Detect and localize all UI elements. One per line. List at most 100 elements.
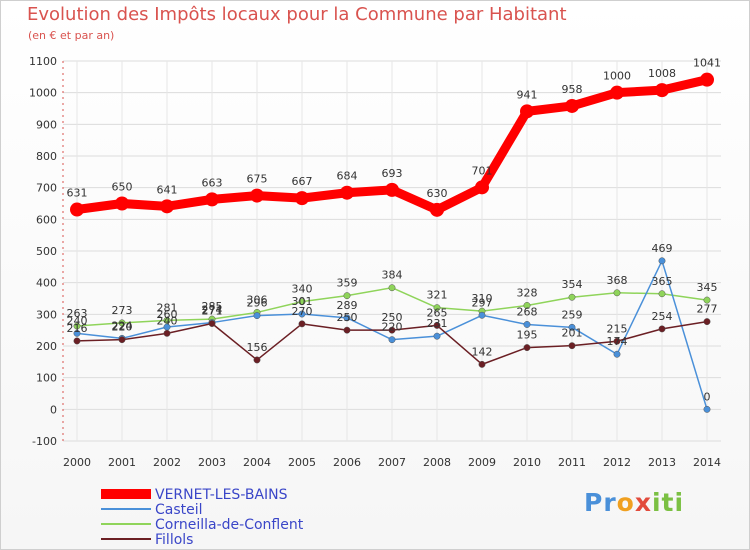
data-point (118, 336, 126, 344)
data-point (475, 180, 489, 195)
x-tick-label: 2001 (108, 456, 136, 469)
data-label: 354 (562, 278, 583, 291)
data-label: 1041 (693, 57, 721, 70)
data-point (703, 296, 711, 304)
data-point (343, 326, 351, 334)
x-tick-label: 2009 (468, 456, 496, 469)
data-point (613, 350, 621, 358)
data-point (250, 188, 264, 203)
data-label: 321 (427, 289, 448, 302)
data-label: 195 (517, 329, 538, 342)
series-lines (70, 72, 714, 413)
x-tick-label: 2007 (378, 456, 406, 469)
data-point (298, 310, 306, 318)
data-label: 240 (67, 314, 88, 327)
data-label: 271 (202, 305, 223, 318)
x-tick-label: 2006 (333, 456, 361, 469)
data-point (703, 318, 711, 326)
data-point (208, 320, 216, 327)
data-point (73, 322, 81, 330)
x-tick-label: 2012 (603, 456, 631, 469)
data-point (523, 321, 531, 328)
proxiti-logo: Proxiti (584, 488, 685, 517)
legend-label: Fillols (155, 532, 193, 548)
data-label: 156 (247, 341, 268, 354)
data-label: 201 (562, 327, 583, 340)
data-label: 306 (247, 293, 268, 306)
data-label: 281 (157, 301, 178, 314)
data-label: 260 (157, 308, 178, 321)
data-point (523, 344, 531, 352)
chart-title: Evolution des Impôts locaux pour la Comm… (27, 4, 567, 25)
x-tick-label: 2014 (693, 456, 721, 469)
data-label: 174 (607, 335, 628, 348)
data-labels: 631 650 641 663 675 667 684 693 630 701 941 958 1000… (67, 57, 722, 404)
data-label: 220 (382, 321, 403, 334)
data-label: 310 (472, 292, 493, 305)
x-tick-label: 2003 (198, 456, 226, 469)
data-label: 250 (337, 311, 358, 324)
data-label: 254 (652, 310, 673, 323)
data-label: 215 (607, 322, 628, 335)
data-point (523, 302, 531, 309)
data-point (613, 289, 621, 297)
data-point (115, 196, 129, 211)
data-point (703, 405, 711, 413)
y-tick-label: 700 (36, 182, 57, 195)
data-label: 277 (697, 303, 718, 316)
data-label: 384 (382, 269, 403, 282)
data-label: 701 (472, 164, 493, 177)
y-tick-label: 800 (36, 150, 57, 163)
data-label: 693 (382, 167, 403, 180)
data-point (658, 325, 666, 333)
data-label: 289 (337, 299, 358, 312)
data-label: 941 (517, 88, 538, 101)
data-label: 663 (202, 176, 223, 189)
axes: -100 0 100 200 300 400 500 600 700 800 900 1000 1100… (29, 55, 721, 469)
data-point (388, 284, 396, 292)
data-point (613, 337, 621, 345)
data-point (433, 304, 441, 312)
x-tick-label: 2005 (288, 456, 316, 469)
data-point (298, 320, 306, 328)
data-point (478, 311, 486, 319)
data-point (433, 332, 441, 340)
x-tick-label: 2004 (243, 456, 271, 469)
legend: VERNET-LES-BAINSCasteilCorneilla-de-Conf… (101, 487, 304, 548)
gridlines (63, 60, 721, 442)
data-label: 684 (337, 170, 358, 183)
data-point (388, 336, 396, 344)
y-tick-label: 0 (50, 403, 57, 416)
data-label: 368 (607, 274, 628, 287)
data-label: 958 (562, 83, 583, 96)
data-label: 224 (112, 319, 133, 332)
data-label: 1008 (648, 67, 676, 80)
data-point (700, 72, 714, 87)
data-label: 345 (697, 281, 718, 294)
x-tick-label: 2011 (558, 456, 586, 469)
y-tick-label: 500 (36, 245, 57, 258)
data-point (478, 360, 486, 368)
data-point (433, 321, 441, 329)
data-label: 650 (112, 181, 133, 194)
y-tick-label: 200 (36, 340, 57, 353)
y-tick-label: 1000 (29, 87, 57, 100)
data-point (568, 342, 576, 350)
data-point (73, 329, 81, 337)
y-tick-label: 300 (36, 308, 57, 321)
data-label: 142 (472, 345, 493, 358)
data-label: 265 (427, 306, 448, 319)
data-point (568, 293, 576, 301)
data-point (568, 323, 576, 331)
data-label: 285 (202, 300, 223, 313)
legend-label: VERNET-LES-BAINS (155, 487, 288, 503)
y-tick-label: 1100 (29, 55, 57, 68)
data-point (160, 199, 174, 214)
y-tick-label: 400 (36, 277, 57, 290)
x-tick-label: 2000 (63, 456, 91, 469)
legend-label: Corneilla-de-Conflent (155, 517, 304, 533)
x-tick-label: 2008 (423, 456, 451, 469)
data-label: 631 (67, 187, 88, 200)
data-point (430, 202, 444, 217)
